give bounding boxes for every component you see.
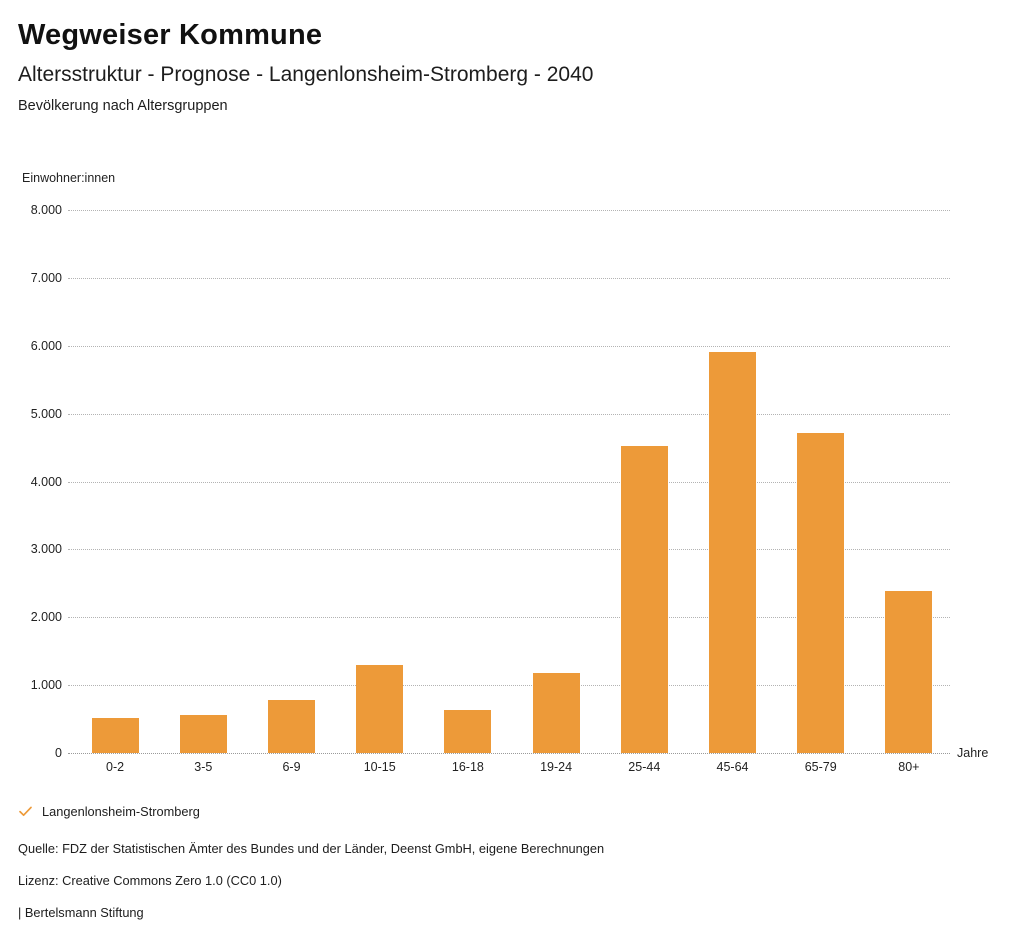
bar[interactable]: [620, 445, 668, 753]
gridline: [68, 345, 950, 347]
x-axis-tick-label: 0-2: [106, 760, 125, 774]
gridline: [68, 277, 950, 279]
gridline: [68, 753, 950, 754]
source-note: Quelle: FDZ der Statistischen Ämter des …: [18, 841, 605, 856]
bar[interactable]: [268, 700, 315, 753]
y-axis-tick-label: 3.000: [30, 542, 62, 557]
license-note: Lizenz: Creative Commons Zero 1.0 (CC0 1…: [18, 872, 282, 888]
bar[interactable]: [444, 709, 492, 753]
x-axis-title: Jahre: [957, 746, 989, 760]
x-axis-tick-label: 19-24: [540, 760, 573, 774]
publisher-note: | Bertelsmann Stiftung: [18, 904, 144, 920]
x-axis-tick-label: 25-44: [628, 760, 661, 774]
y-axis-tick-label: 4.000: [30, 474, 62, 489]
y-axis-tick-label: 0: [55, 746, 62, 760]
x-axis-tick-label: 3-5: [194, 760, 213, 774]
chart-description: Bevölkerung nach Altersgruppen: [18, 98, 228, 115]
x-axis-tick-label: 45-64: [716, 760, 749, 774]
y-axis-tick-label: 8.000: [30, 203, 62, 217]
gridline: [68, 617, 950, 619]
x-axis-tick-label: 80+: [898, 760, 920, 774]
legend-item-label: Langenlonsheim-Stromberg: [42, 804, 200, 819]
y-axis-tick-label: 5.000: [30, 406, 62, 421]
y-axis-tick-label: 6.000: [30, 338, 62, 353]
legend[interactable]: Langenlonsheim-Stromberg: [18, 804, 200, 819]
y-axis-tick-label: 7.000: [30, 270, 62, 285]
check-icon: [18, 804, 33, 819]
bar[interactable]: [797, 433, 845, 753]
x-axis-tick-label: 16-18: [451, 760, 484, 774]
bar[interactable]: [532, 672, 580, 753]
y-axis-tick-label: 2.000: [30, 610, 62, 625]
footer: Quelle: FDZ der Statistischen Ämter des …: [18, 841, 998, 920]
gridline: [68, 413, 950, 415]
gridline: [68, 210, 950, 211]
x-axis-tick-labels: 0-2 3-5 6-9 10-15 16-18 19-24 25-44 45-64 65-79 8…: [68, 760, 950, 782]
plot-area: [68, 210, 950, 754]
x-axis-tick-label: 6-9: [282, 760, 301, 774]
y-axis-title: Einwohner:innen: [22, 171, 116, 185]
x-axis-tick-label: 10-15: [363, 760, 396, 774]
bar[interactable]: [179, 715, 227, 753]
gridline: [68, 481, 950, 483]
page-title: Wegweiser Kommune: [18, 19, 323, 51]
y-axis-tick-label: 1.000: [30, 678, 62, 693]
header: Wegweiser Kommune Altersstruktur - Progn…: [18, 18, 1008, 116]
gridline: [68, 549, 950, 551]
bar-series: [68, 210, 950, 753]
bar[interactable]: [91, 717, 139, 753]
bar[interactable]: [356, 664, 404, 753]
x-axis-tick-label: 65-79: [804, 760, 837, 774]
bar[interactable]: [885, 591, 933, 753]
chart-subtitle: Altersstruktur - Prognose - Langenlonshe…: [18, 63, 594, 87]
bar[interactable]: [709, 351, 756, 753]
y-axis-tick-labels: 0 1.000 2.000 3.000 4.000 5.000 6.000 7.000 8.00…: [0, 203, 62, 760]
gridline: [68, 685, 950, 687]
